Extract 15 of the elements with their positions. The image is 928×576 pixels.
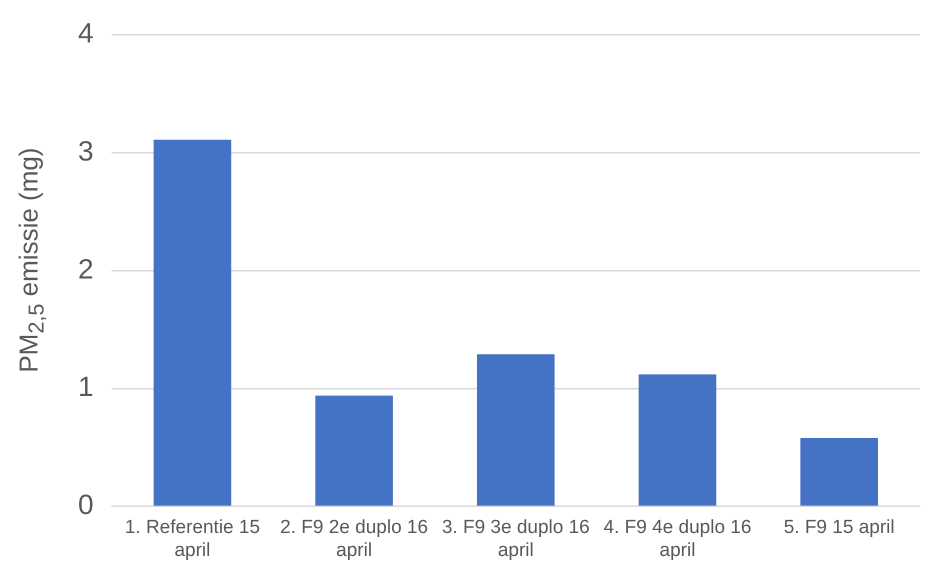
x-tick-label: 3. F9 3e duplo 16 april (442, 517, 590, 561)
bar (638, 374, 716, 506)
bar (800, 438, 878, 506)
x-tick-label: 1. Referentie 15 april (124, 517, 260, 561)
y-tick-label: 2 (78, 253, 94, 284)
y-tick-label: 4 (78, 18, 94, 49)
x-tick-label: 4. F9 4e duplo 16 april (604, 517, 752, 561)
x-tick-label: 2. F9 2e duplo 16 april (280, 517, 428, 561)
x-tick-label: 5. F9 15 april (784, 517, 895, 538)
bar (476, 354, 555, 506)
y-tick-label: 0 (78, 489, 94, 520)
bar (154, 140, 232, 506)
y-tick-label: 3 (78, 135, 94, 166)
y-tick-label: 1 (78, 371, 94, 402)
bar (315, 396, 393, 506)
